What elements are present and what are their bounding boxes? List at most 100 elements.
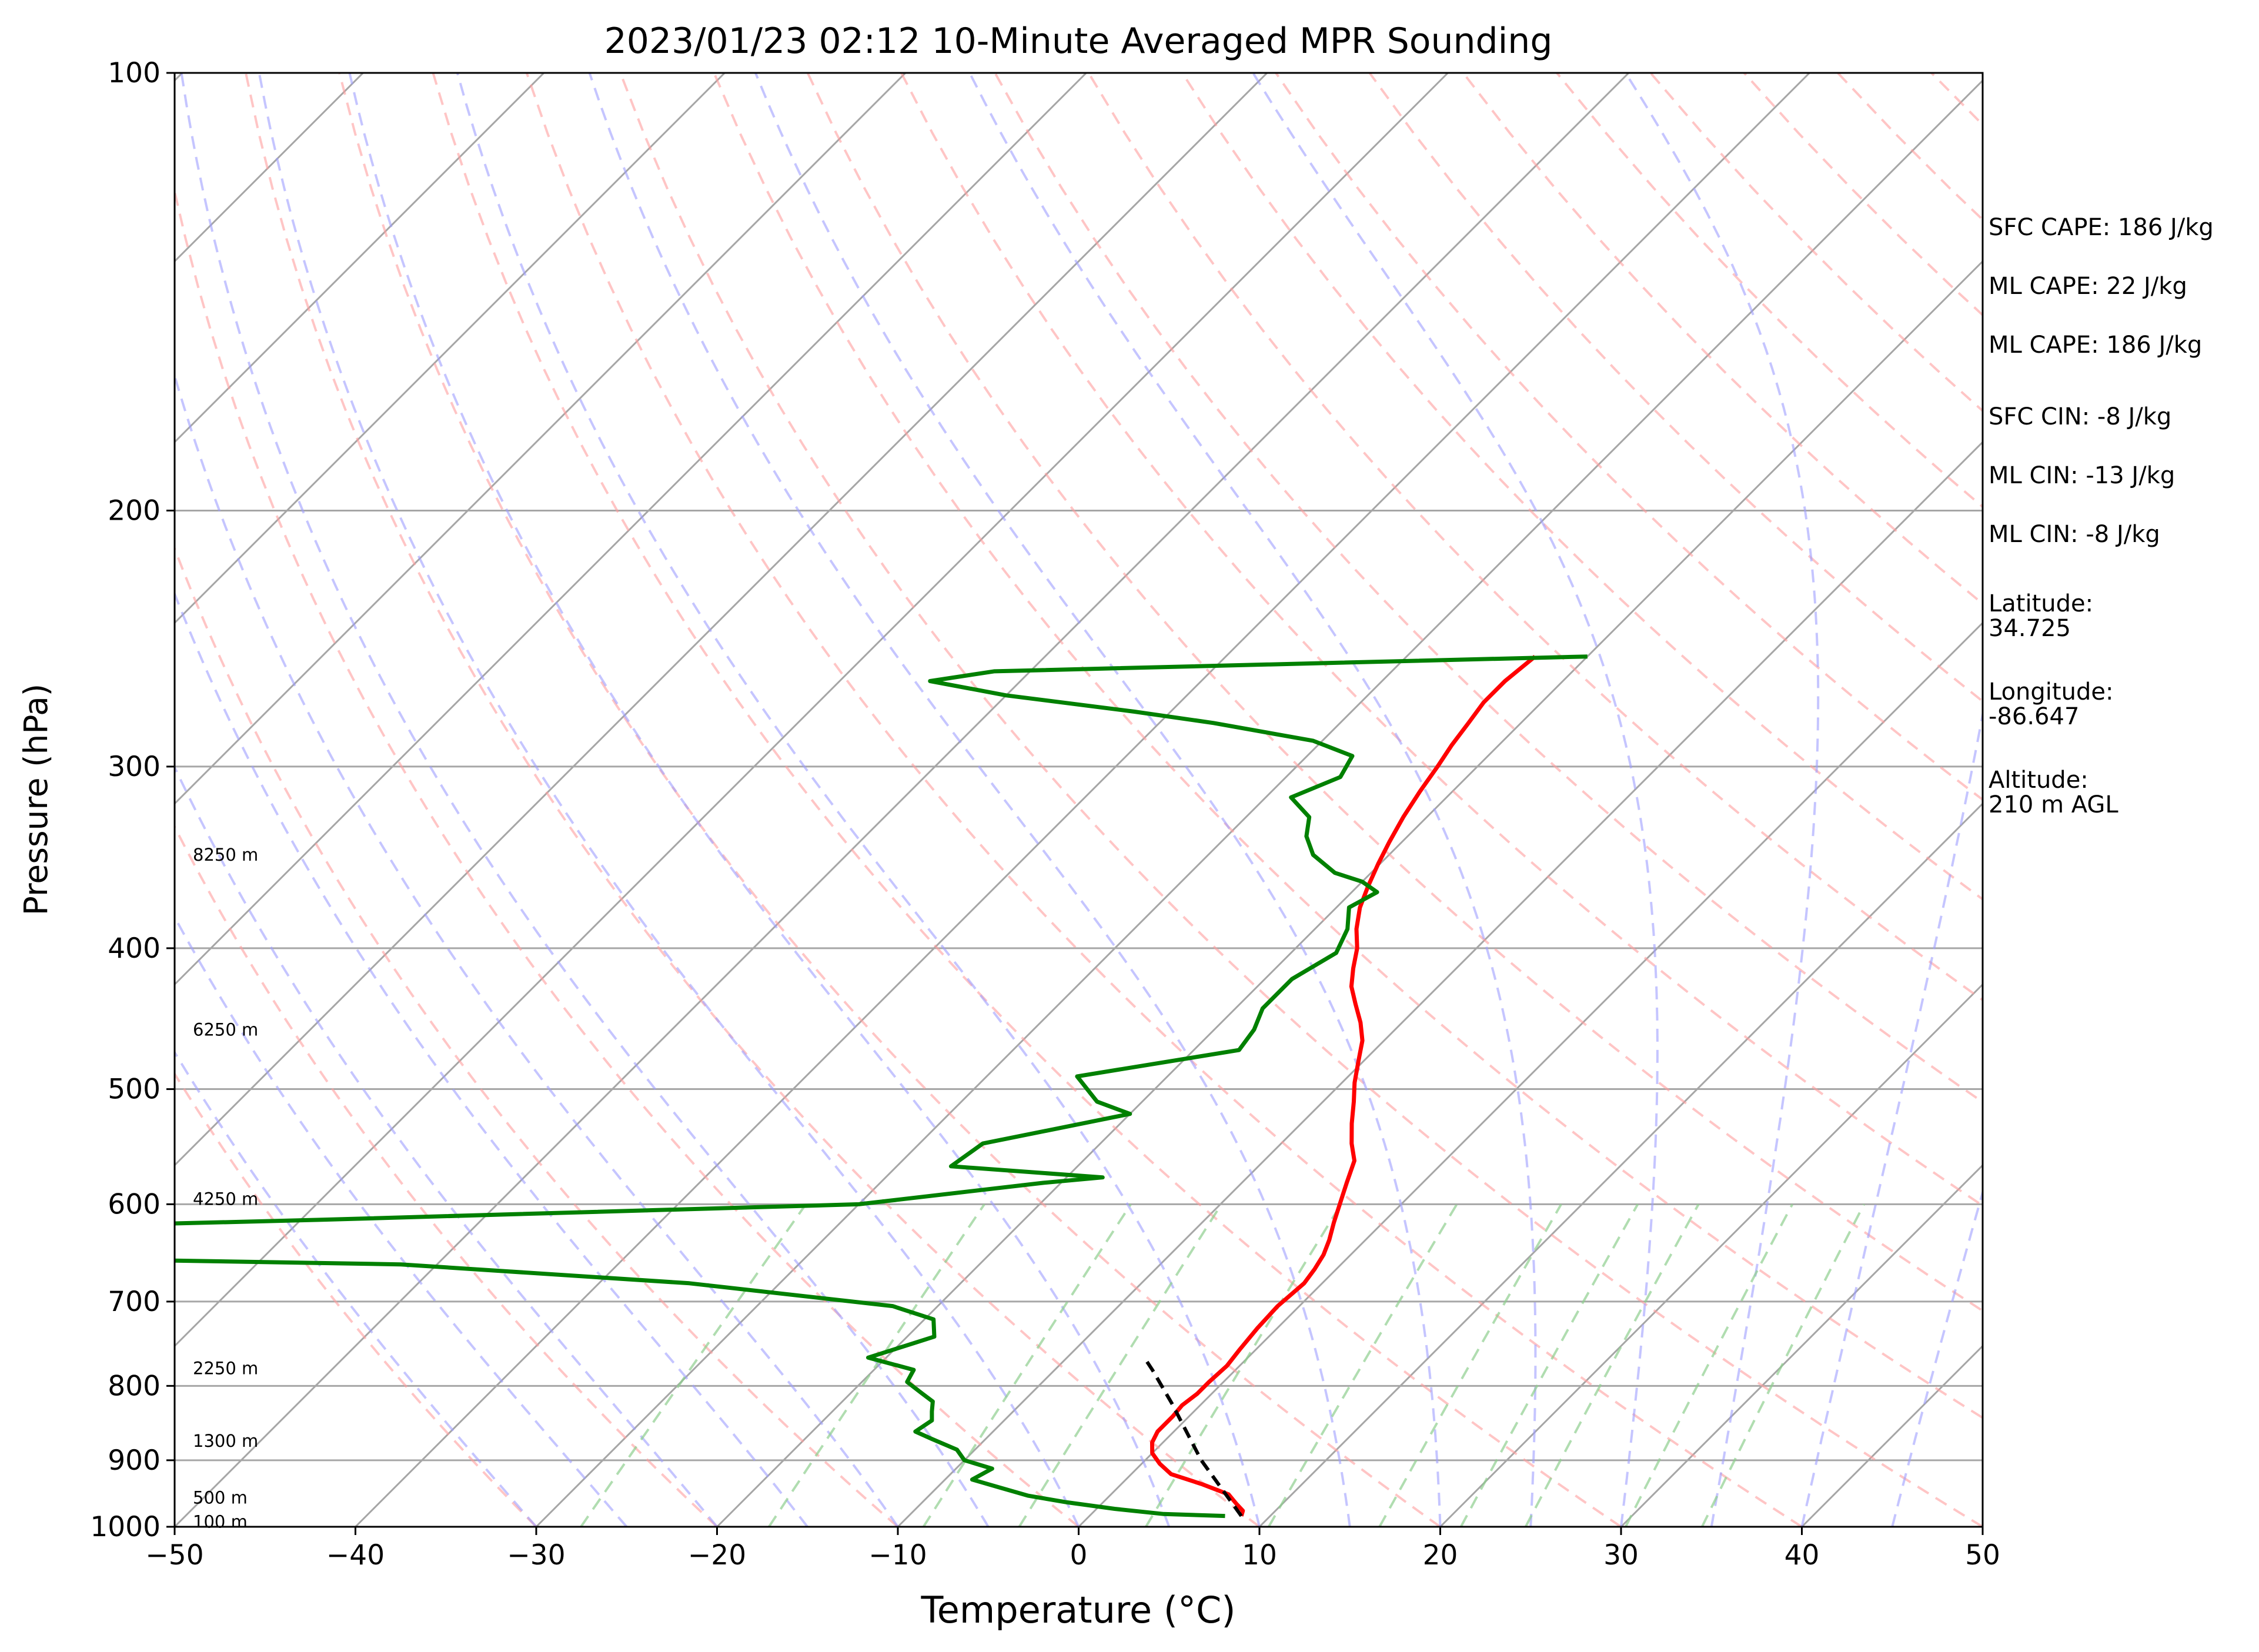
moist-adiabat [348, 73, 1171, 1527]
mixing-ratio-line [1625, 1203, 1794, 1527]
moist-adiabat [754, 73, 1442, 1527]
info-annotation: Latitude: 34.725 [1989, 590, 2093, 642]
isotherm-line [175, 73, 545, 444]
x-tick-label: 40 [1785, 1539, 1820, 1571]
mixing-ratio-line [1459, 1203, 1639, 1527]
mixing-ratio-line [1145, 1203, 1342, 1527]
y-tick-label: 600 [108, 1188, 161, 1220]
moist-adiabat [175, 590, 808, 1527]
x-axis-ticks: −50 −40 −30 −20 −10 0 10 20 30 40 50 [145, 1527, 2000, 1571]
isotherm-line [175, 73, 1449, 1347]
height-label: 1300 m [193, 1431, 258, 1451]
dry-adiabat [245, 73, 1261, 1527]
x-tick-label: 50 [1965, 1539, 2000, 1571]
x-tick-label: −40 [326, 1539, 385, 1571]
moist-adiabat [180, 73, 990, 1527]
height-labels: 8250 m 6250 m 4250 m 2250 m 1300 m 500 m 100 m [193, 845, 258, 1531]
dry-adiabat [619, 73, 1983, 1527]
dry-adiabat [713, 73, 1983, 1419]
isotherm-line [175, 73, 1087, 986]
dry-adiabat [175, 1071, 537, 1527]
moist-adiabat [258, 73, 1080, 1527]
chart-title: 2023/01/23 02:12 10-Minute Averaged MPR … [604, 21, 1553, 62]
y-tick-label: 700 [108, 1286, 161, 1318]
dry-adiabat [175, 545, 899, 1527]
info-annotation: Altitude: 210 m AGL [1989, 767, 2118, 818]
dry-adiabat [1275, 73, 1983, 801]
dry-adiabat [1087, 73, 1983, 1002]
isotherm-line [175, 73, 1630, 1527]
temperature-profile-line [1150, 654, 1536, 1517]
y-tick-label: 100 [108, 57, 161, 89]
info-annotation: ML CIN: -8 J/kg [1989, 521, 2160, 548]
x-tick-label: −20 [688, 1539, 746, 1571]
mixing-ratio-line [1018, 1203, 1222, 1527]
x-tick-label: 0 [1070, 1539, 1088, 1571]
height-label: 2250 m [193, 1358, 258, 1378]
isotherm-line [1078, 621, 1983, 1527]
info-annotation: SFC CIN: -8 J/kg [1989, 403, 2171, 430]
moist-adiabat [968, 73, 1537, 1527]
info-annotation: ML CAPE: 22 J/kg [1989, 273, 2187, 300]
x-tick-label: −50 [145, 1539, 203, 1571]
dry-adiabat [806, 73, 1983, 1313]
info-panel: SFC CAPE: 186 J/kg ML CAPE: 22 J/kg ML CAP… [1989, 214, 2214, 818]
y-tick-label: 300 [108, 751, 161, 783]
x-tick-label: 20 [1423, 1539, 1458, 1571]
isotherm-line [355, 73, 1810, 1527]
mixing-ratio-line [1267, 1203, 1458, 1527]
height-label: 4250 m [193, 1189, 258, 1209]
isotherm-line [175, 73, 1268, 1167]
isotherm-line [1258, 802, 1983, 1527]
parcel-profile-line [1144, 1359, 1243, 1517]
background-lines [175, 73, 1983, 1527]
info-annotation: ML CAPE: 186 J/kg [1989, 332, 2202, 359]
isotherm-line [1439, 983, 1983, 1527]
x-axis-label: Temperature (°C) [920, 1589, 1235, 1631]
isotherm-line [175, 73, 907, 805]
x-tick-label: −10 [868, 1539, 927, 1571]
y-tick-label: 800 [108, 1370, 161, 1402]
dewpoint-profile-line [175, 654, 1588, 1519]
height-label: 500 m [193, 1488, 248, 1508]
y-tick-label: 1000 [90, 1511, 161, 1543]
dry-adiabat [338, 73, 1441, 1527]
x-tick-label: −30 [507, 1539, 565, 1571]
isotherm-line [535, 79, 1983, 1527]
isotherm-line [175, 73, 726, 624]
moist-adiabat [175, 372, 899, 1527]
mixing-ratio-line [1700, 1203, 1866, 1527]
mixing-ratio-line [922, 1203, 1132, 1527]
info-annotation: Longitude: -86.647 [1989, 678, 2113, 730]
y-tick-label: 900 [108, 1444, 161, 1477]
height-label: 8250 m [193, 845, 258, 865]
y-tick-label: 200 [108, 494, 161, 527]
info-annotation: SFC CAPE: 186 J/kg [1989, 214, 2214, 241]
dry-adiabat [432, 73, 1622, 1527]
y-axis-label: Pressure (hPa) [17, 684, 55, 916]
mixing-ratio-line [1524, 1203, 1700, 1527]
x-tick-label: 30 [1603, 1539, 1639, 1571]
mixing-ratio-line [1378, 1203, 1562, 1527]
data-lines [175, 654, 1588, 1519]
dry-adiabat [175, 824, 718, 1527]
dry-adiabat [994, 73, 1983, 1103]
height-label: 6250 m [193, 1019, 258, 1039]
y-axis-ticks: 100 200 300 400 500 600 700 800 900 1000 [90, 57, 175, 1543]
moist-adiabat [456, 73, 1261, 1527]
moist-adiabat [588, 73, 1351, 1527]
isotherm-line [716, 260, 1983, 1527]
moist-adiabat [175, 914, 628, 1527]
moist-adiabat [1891, 1188, 1983, 1527]
mixing-ratio-line [580, 1203, 807, 1527]
moist-adiabat [175, 764, 719, 1527]
moist-adiabat [1625, 73, 1820, 1527]
isotherm-line [897, 440, 1983, 1527]
info-annotation: ML CIN: -13 J/kg [1989, 462, 2175, 489]
y-tick-label: 500 [108, 1074, 161, 1106]
x-tick-label: 10 [1242, 1539, 1277, 1571]
isotherm-line [1620, 1163, 1983, 1527]
dry-adiabat [525, 73, 1803, 1527]
